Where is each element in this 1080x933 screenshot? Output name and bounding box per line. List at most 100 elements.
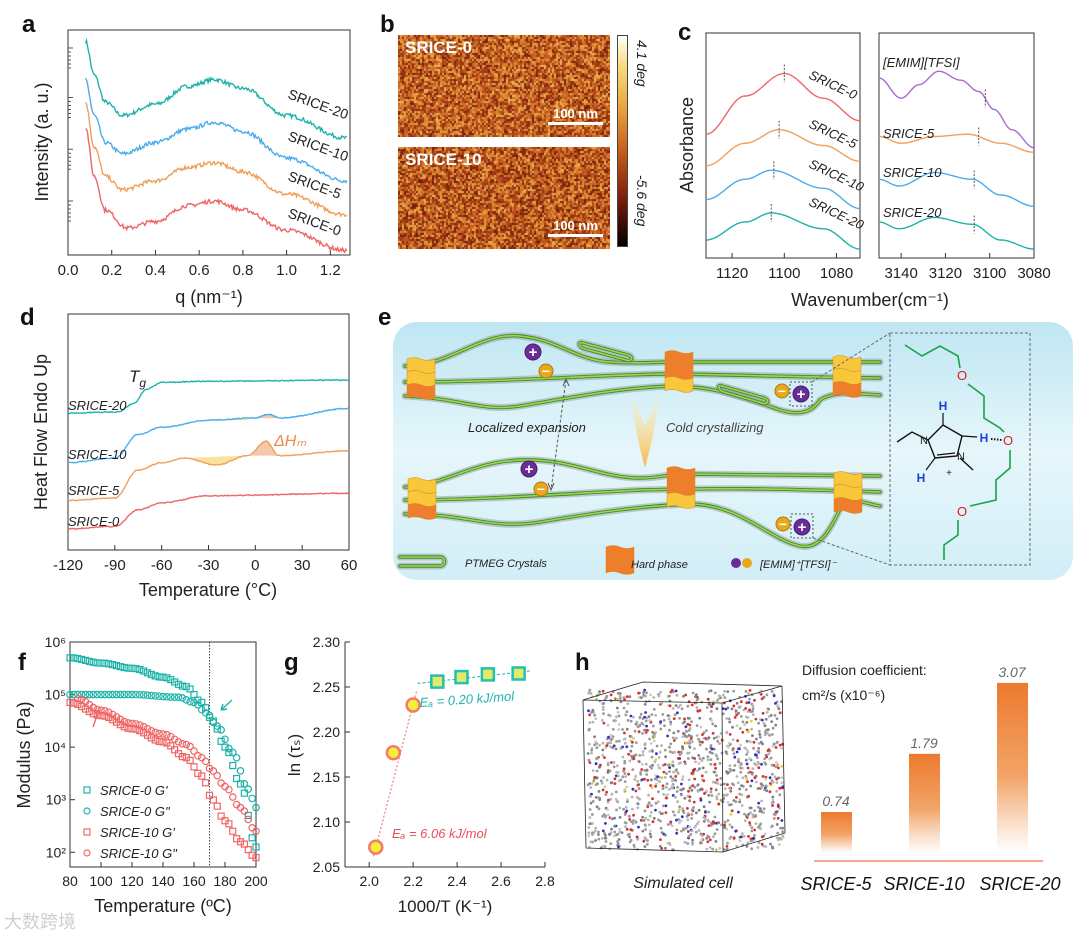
atom [674, 704, 678, 707]
atom [719, 777, 723, 780]
atom [725, 827, 729, 831]
atom [637, 825, 640, 829]
atom [721, 712, 725, 716]
atom [617, 723, 621, 726]
expansion-arrow [550, 379, 567, 491]
atom [653, 732, 656, 736]
afm-label-srice-0: SRICE-0 [405, 38, 473, 57]
data-point [143, 724, 152, 733]
atom [675, 831, 679, 835]
atom [750, 829, 754, 833]
atom [769, 756, 773, 760]
atom [706, 835, 709, 839]
atom [638, 715, 642, 719]
atom [728, 764, 732, 767]
atom [741, 832, 744, 836]
red-arrow-icon [92, 709, 101, 728]
atom [774, 746, 778, 749]
atom [629, 820, 633, 823]
atom [706, 697, 710, 701]
atom [730, 707, 734, 711]
data-point [155, 692, 163, 701]
data-point [151, 736, 159, 744]
atom [771, 780, 775, 784]
panel-e-schematic: +−− ++−− +Localized expansion Cold crystall… [393, 322, 1073, 580]
atom [709, 790, 713, 794]
data-point [163, 674, 171, 682]
colorbar-min-label: -5.6 deg [634, 175, 650, 227]
atom [631, 807, 634, 811]
data-point [147, 670, 155, 679]
atom [657, 818, 660, 822]
data-point [66, 690, 74, 699]
atom [774, 765, 778, 769]
atom [602, 776, 605, 779]
legend-cation-icon [731, 558, 741, 568]
x-tick-label: 30 [294, 557, 311, 574]
atom [635, 720, 639, 724]
data-point [93, 690, 101, 699]
atom [654, 713, 657, 717]
data-point [252, 853, 260, 862]
atom [734, 829, 738, 833]
atom [709, 744, 713, 747]
atom [588, 822, 592, 826]
atom [611, 761, 615, 765]
atom [604, 814, 608, 818]
atom [758, 809, 762, 813]
x-tick-label: 1100 [768, 265, 800, 282]
data-point [116, 690, 125, 699]
hard-phase-block [833, 497, 863, 514]
atom [685, 735, 689, 739]
data-point [143, 669, 152, 677]
atom [592, 779, 596, 783]
atom [609, 842, 613, 845]
atom [609, 797, 613, 801]
atom [656, 800, 660, 804]
atom [645, 768, 649, 772]
atom [702, 737, 706, 740]
methyl-group [959, 457, 974, 471]
atom [644, 711, 647, 714]
data-point [405, 697, 421, 713]
molecule-inset [889, 332, 1031, 566]
atom [749, 740, 753, 744]
atom [732, 704, 736, 708]
atom [687, 751, 691, 755]
atom [656, 775, 660, 778]
atom [757, 762, 761, 766]
atom [655, 752, 658, 756]
data-point [167, 742, 175, 750]
atom [745, 701, 749, 705]
atom [675, 736, 678, 740]
data-point [194, 751, 202, 760]
series-label: SRICE-0 [286, 205, 344, 239]
data-point [213, 802, 221, 810]
atom [595, 746, 599, 750]
atom [613, 782, 617, 785]
atom [697, 754, 701, 757]
ion-sign: + [798, 519, 807, 536]
atom [591, 782, 594, 785]
atom [662, 792, 665, 796]
atom [764, 717, 768, 721]
data-point [240, 807, 249, 815]
data-point [124, 690, 132, 699]
atom [700, 759, 704, 763]
series-label: SRICE-0 [807, 67, 861, 103]
atom [634, 741, 638, 744]
tg-annotation: Tg [129, 367, 146, 390]
atom [615, 715, 618, 719]
atom [771, 798, 775, 801]
atom [743, 723, 747, 726]
colorbar [617, 35, 628, 247]
atom [634, 774, 638, 778]
atom [670, 824, 674, 828]
atom [721, 693, 725, 697]
x-tick-label: 2.2 [403, 873, 423, 889]
atom [652, 724, 655, 728]
x-tick-label: 0.4 [145, 262, 166, 279]
atom [591, 769, 595, 772]
atom [760, 718, 764, 722]
data-point [124, 664, 132, 672]
